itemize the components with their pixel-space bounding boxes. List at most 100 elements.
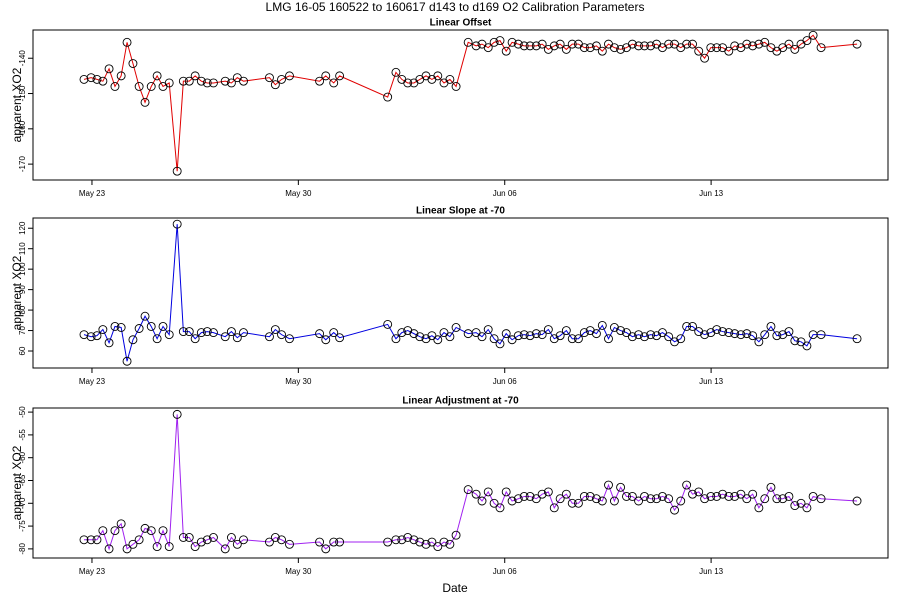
panel-title: Linear Slope at -70	[416, 206, 505, 217]
data-point	[321, 544, 331, 554]
data-point	[415, 332, 425, 342]
data-point	[190, 542, 200, 552]
data-point	[140, 97, 150, 107]
data-point	[172, 219, 182, 229]
data-point	[471, 41, 481, 51]
data-point	[220, 544, 230, 554]
data-point	[627, 332, 637, 342]
data-point	[403, 78, 413, 88]
data-point	[531, 41, 541, 51]
data-point	[98, 76, 108, 86]
data-point	[784, 327, 794, 337]
data-point	[664, 494, 674, 504]
data-point	[700, 330, 710, 340]
data-point	[226, 78, 236, 88]
data-point	[772, 331, 782, 341]
data-point	[658, 491, 667, 501]
data-point	[736, 489, 746, 499]
data-point	[79, 535, 89, 545]
data-point	[383, 92, 393, 102]
data-point	[110, 82, 120, 91]
data-point	[802, 503, 812, 513]
data-point	[471, 489, 481, 499]
data-point	[567, 498, 577, 508]
data-point	[164, 542, 174, 552]
data-point	[718, 327, 728, 337]
panel-title: Linear Adjustment at -70	[402, 396, 519, 407]
data-point	[688, 39, 697, 49]
data-point	[335, 537, 345, 547]
data-point	[543, 487, 553, 497]
data-point	[315, 537, 325, 547]
data-point	[397, 535, 407, 545]
data-point	[549, 503, 559, 513]
data-point	[104, 338, 114, 348]
data-point	[79, 74, 89, 84]
data-point	[634, 330, 644, 340]
data-point	[265, 73, 274, 83]
data-point	[519, 41, 529, 51]
data-point	[790, 336, 800, 346]
data-point	[98, 526, 108, 536]
data-point	[640, 41, 649, 51]
data-point	[525, 491, 535, 501]
data-point	[567, 39, 577, 49]
data-point	[604, 480, 613, 490]
data-point	[92, 535, 102, 545]
data-point	[634, 41, 644, 51]
data-point	[682, 480, 692, 490]
data-point	[403, 533, 413, 542]
data-point	[277, 330, 286, 340]
data-point	[579, 328, 589, 338]
data-point	[706, 43, 716, 53]
data-point	[616, 482, 626, 492]
data-point	[134, 324, 144, 333]
data-point	[808, 30, 818, 40]
y-axis-label: apparent XO2	[10, 445, 24, 520]
data-point	[658, 328, 667, 338]
data-point	[79, 330, 89, 340]
data-point	[706, 328, 716, 338]
data-point	[748, 41, 758, 51]
data-point	[489, 37, 499, 47]
y-tick-label: -75	[18, 520, 27, 532]
data-point	[445, 332, 455, 342]
data-point	[489, 334, 499, 344]
data-point	[128, 59, 138, 68]
x-tick-label: May 23	[79, 377, 106, 386]
data-point	[196, 328, 206, 338]
data-point	[140, 311, 150, 321]
data-point	[682, 322, 692, 331]
data-point	[489, 498, 499, 508]
data-point	[265, 537, 274, 547]
data-point	[760, 330, 770, 340]
data-point	[543, 325, 553, 334]
data-point	[483, 487, 493, 497]
data-point	[712, 491, 722, 501]
data-point	[477, 496, 487, 506]
data-point	[609, 43, 619, 53]
data-point	[495, 339, 505, 349]
data-point	[597, 320, 607, 330]
data-point	[128, 335, 138, 345]
x-tick-label: Jun 13	[699, 189, 724, 198]
data-point	[220, 332, 230, 342]
data-point	[754, 337, 764, 347]
data-point	[226, 533, 236, 542]
data-point	[627, 39, 637, 49]
y-tick-label: -80	[18, 543, 27, 555]
data-point	[537, 489, 547, 499]
data-point	[634, 496, 644, 506]
page-title: LMG 16-05 160522 to 160617 d143 to d169 …	[266, 0, 645, 14]
data-point	[152, 334, 162, 344]
data-point	[640, 491, 649, 501]
data-point	[730, 41, 740, 51]
data-point	[688, 489, 697, 499]
data-point	[178, 533, 188, 542]
x-tick-label: May 30	[285, 377, 312, 386]
data-point	[463, 37, 473, 47]
y-tick-label: -170	[18, 156, 27, 173]
data-point	[285, 71, 294, 81]
data-point	[116, 519, 126, 529]
data-point	[196, 76, 206, 86]
